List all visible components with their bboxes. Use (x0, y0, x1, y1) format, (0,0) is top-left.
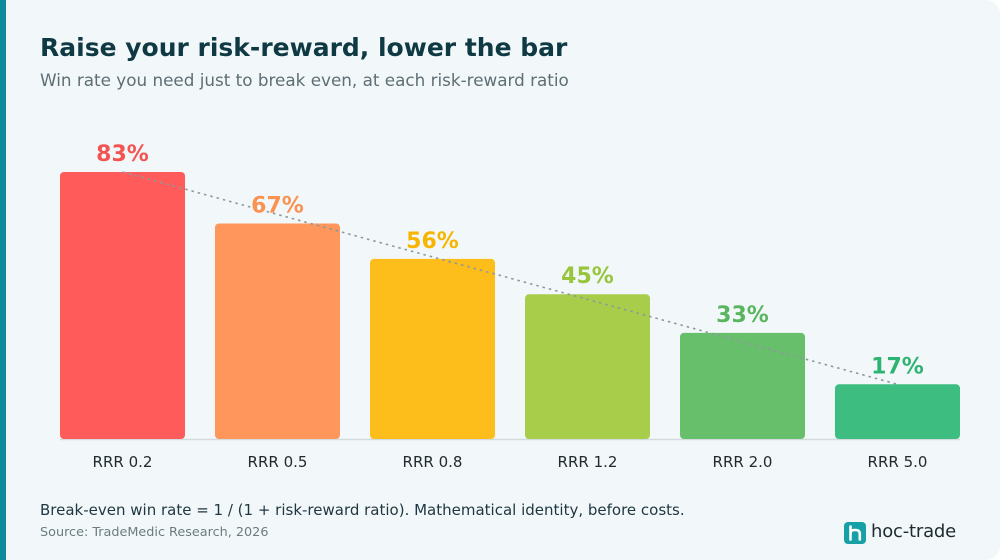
brand-name: hoc-trade (871, 521, 957, 542)
source-credit: Source: TradeMedic Research, 2026 (40, 525, 269, 540)
trend-line (122, 171, 898, 386)
value-label: 45% (561, 264, 614, 289)
bar (60, 171, 185, 439)
value-label: 33% (716, 303, 769, 328)
category-label: RRR 2.0 (713, 453, 773, 471)
bar (835, 384, 960, 439)
formula-note: Break-even win rate = 1 / (1 + risk-rewa… (40, 501, 685, 519)
hoc-trade-logo-icon (844, 522, 866, 544)
bar (680, 332, 805, 439)
value-label: 56% (406, 229, 459, 254)
bar (370, 258, 495, 439)
category-label: RRR 1.2 (558, 453, 618, 471)
chart-subtitle: Win rate you need just to break even, at… (40, 70, 569, 90)
category-label: RRR 0.8 (403, 453, 463, 471)
value-label: 67% (251, 193, 304, 218)
category-label: RRR 0.2 (93, 453, 153, 471)
accent-stripe (0, 0, 6, 560)
category-label: RRR 0.5 (248, 453, 308, 471)
bar (215, 223, 340, 439)
value-label: 83% (96, 142, 149, 167)
category-label: RRR 5.0 (868, 453, 928, 471)
value-label: 17% (871, 354, 924, 379)
bar-chart: 83% 67% 56% 45% 33% 17% RRR 0.2 RRR 0.5 RRR 0.8 R… (60, 142, 960, 471)
bar (525, 294, 650, 439)
chart-title: Raise your risk-reward, lower the bar (40, 33, 568, 62)
